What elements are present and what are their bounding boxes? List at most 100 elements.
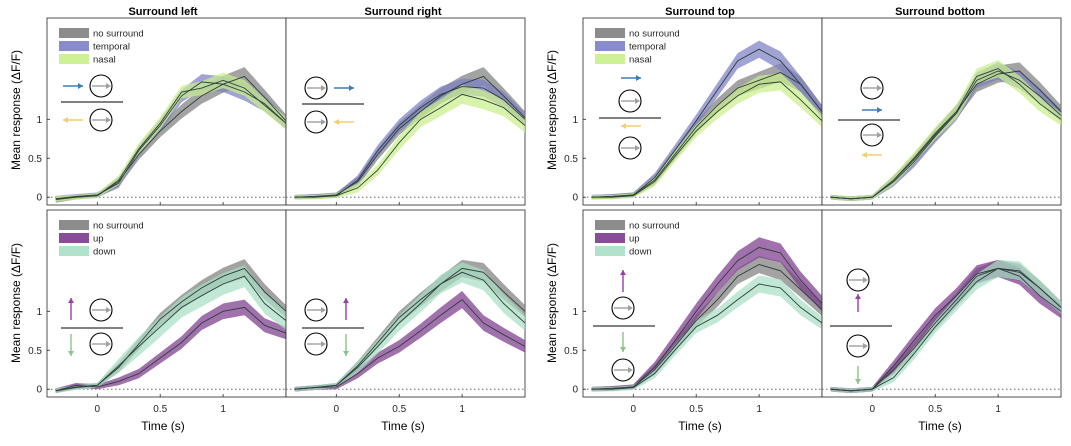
mean-line-down <box>294 271 526 390</box>
stimulus-circle-icon <box>846 334 870 358</box>
y-tick-label: 1 <box>36 307 42 318</box>
surround-arrow-down-head <box>855 379 861 384</box>
surround-arrow-temporal-head <box>349 85 354 91</box>
motion-arrowhead-icon <box>321 119 326 125</box>
legend: no surround temporal nasal <box>595 28 680 66</box>
surround-arrow-nasal-head <box>862 152 867 158</box>
motion-arrowhead-icon <box>863 343 868 349</box>
surround-arrow-nasal-head <box>621 123 626 129</box>
legend-swatch <box>59 246 89 256</box>
xlabel-surround-left: Time (s) <box>141 419 185 433</box>
ylabel-right-top: Mean response (ΔF/F) <box>545 50 559 170</box>
legend-swatch <box>59 233 89 243</box>
panel-surround-right-horizontal <box>285 17 526 206</box>
legend-entry: no surround <box>629 29 680 40</box>
surround-arrow-temporal-head <box>636 75 641 81</box>
legend-swatch <box>59 220 89 230</box>
surround-arrow-down-head <box>68 351 74 356</box>
legend-swatch <box>595 28 625 38</box>
motion-arrowhead-icon <box>628 305 633 311</box>
stimulus-schematic <box>838 76 900 158</box>
stimulus-circle-icon <box>304 332 328 356</box>
legend-swatch <box>595 54 625 64</box>
y-tick-label: 0 <box>572 385 578 396</box>
mean-line-up <box>591 246 823 390</box>
surround-arrow-up-head <box>855 294 861 299</box>
stimulus-circle-icon <box>89 108 113 132</box>
legend-entry: nasal <box>629 55 652 66</box>
x-tick-label: 1 <box>995 404 1001 415</box>
legend-swatch <box>595 220 625 230</box>
surround-arrow-up-head <box>68 298 74 303</box>
surround-arrow-up-head <box>343 298 349 303</box>
mean-line-up <box>294 298 526 390</box>
motion-arrowhead-icon <box>863 277 868 283</box>
xlabel-surround-top: Time (s) <box>678 419 722 433</box>
stimulus-circle-icon <box>304 76 328 100</box>
mean-line-nasal <box>830 68 1062 200</box>
legend: no surround up down <box>595 220 680 258</box>
x-tick-label: 0.5 <box>392 404 406 415</box>
panel-surround-top-horizontal: 0 0.5 1 no surround temporal nasal <box>564 17 823 206</box>
xlabel-surround-right: Time (s) <box>381 419 425 433</box>
legend-entry: nasal <box>93 55 116 66</box>
x-tick-label: 1 <box>756 404 762 415</box>
stimulus-circle-icon <box>860 76 884 100</box>
surround-arrow-down-head <box>620 347 626 352</box>
y-tick-label: 0.5 <box>564 346 578 357</box>
panel-surround-bottom-horizontal <box>821 17 1062 206</box>
motion-arrowhead-icon <box>106 307 111 313</box>
legend-entry: down <box>93 247 116 258</box>
stimulus-circle-icon <box>89 74 113 98</box>
legend-swatch <box>59 28 89 38</box>
panel-surround-left-vertical: 0 0.5 1 0 0.5 1 no surround up down <box>28 209 287 415</box>
ylabel-left-bottom: Mean response (ΔF/F) <box>9 243 23 363</box>
motion-arrowhead-icon <box>321 85 326 91</box>
stimulus-circle-icon <box>618 89 642 113</box>
legend-swatch <box>595 233 625 243</box>
stimulus-circle-icon <box>611 296 635 320</box>
x-tick-label: 0.5 <box>928 404 942 415</box>
motion-arrowhead-icon <box>106 83 111 89</box>
legend-entry: no surround <box>93 29 144 40</box>
surround-arrow-up-head <box>620 270 626 275</box>
panel-frame <box>285 17 526 206</box>
mean-line-temporal <box>55 81 287 200</box>
mean-line-nasal <box>591 81 823 198</box>
legend-entry: up <box>629 234 640 245</box>
panel-surround-right-vertical: 0 0.5 1 <box>285 209 526 415</box>
legend-swatch <box>595 246 625 256</box>
legend-entry: up <box>93 234 104 245</box>
legend: no surround up down <box>59 220 144 258</box>
mean-line-temporal <box>591 48 823 198</box>
stimulus-schematic <box>830 268 892 384</box>
motion-arrowhead-icon <box>628 367 633 373</box>
legend-swatch <box>59 54 89 64</box>
y-tick-label: 0 <box>572 193 578 204</box>
mean-line-down <box>591 283 823 390</box>
stimulus-schematic <box>599 75 661 160</box>
stimulus-circle-icon <box>89 298 113 322</box>
stimulus-schematic <box>61 298 123 356</box>
y-tick-label: 1 <box>36 115 42 126</box>
surround-arrow-temporal-head <box>877 107 882 113</box>
y-tick-label: 0.5 <box>28 346 42 357</box>
legend: no surround temporal nasal <box>59 28 144 66</box>
column-title-surround-right: Surround right <box>365 6 442 18</box>
x-tick-label: 0 <box>334 404 340 415</box>
motion-arrowhead-icon <box>635 145 640 151</box>
motion-arrowhead-icon <box>106 341 111 347</box>
stimulus-schematic <box>61 74 123 132</box>
stimulus-circle-icon <box>89 332 113 356</box>
y-tick-label: 1 <box>572 307 578 318</box>
x-tick-label: 1 <box>220 404 226 415</box>
column-title-surround-bottom: Surround bottom <box>895 6 985 18</box>
panel-surround-top-vertical: 0 0.5 1 0 0.5 1 no surround up down <box>564 209 823 415</box>
y-tick-label: 0.5 <box>564 154 578 165</box>
stimulus-circle-icon <box>304 110 328 134</box>
legend-entry: temporal <box>93 42 130 53</box>
column-title-surround-left: Surround left <box>128 6 197 18</box>
stimulus-circle-icon <box>846 268 870 292</box>
